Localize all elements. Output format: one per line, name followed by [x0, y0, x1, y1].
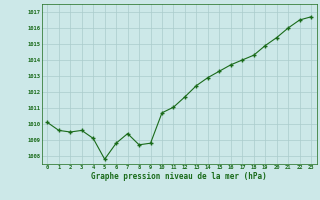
X-axis label: Graphe pression niveau de la mer (hPa): Graphe pression niveau de la mer (hPa) [91, 172, 267, 181]
